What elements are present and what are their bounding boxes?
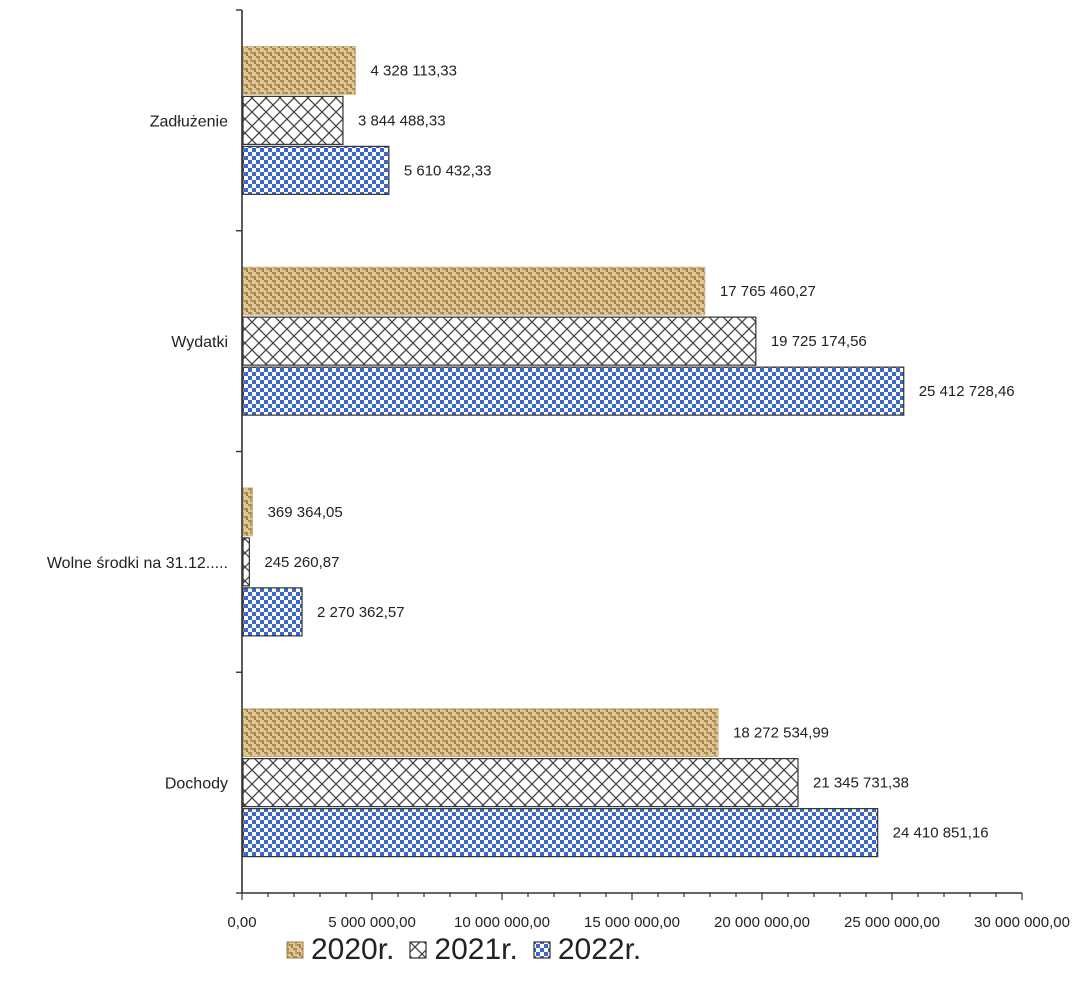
category-label-1: Wolne środki na 31.12.....	[47, 555, 228, 572]
category-label-0: Dochody	[165, 776, 228, 793]
bar-2021-1	[242, 537, 250, 587]
bar-2020-3	[242, 45, 356, 95]
data-label-2022-3: 5 610 432,33	[404, 162, 492, 179]
bar-2020-1	[242, 487, 254, 537]
chart-legend: 2020r. 2021r. 2022r.	[285, 928, 641, 972]
legend-item-2020: 2020r.	[285, 933, 394, 967]
data-label-2022-0: 24 410 851,16	[893, 825, 989, 842]
x-tick-label-3: 15 000 000,00	[584, 914, 680, 931]
legend-swatch-2022	[532, 940, 552, 960]
legend-label-2022: 2022r.	[557, 933, 642, 966]
data-label-2021-1: 245 260,87	[264, 554, 339, 571]
data-label-2020-2: 17 765 460,27	[720, 283, 816, 300]
x-tick-label-2: 10 000 000,00	[454, 914, 550, 931]
legend-swatch-2020	[285, 940, 305, 960]
data-label-2021-2: 19 725 174,56	[771, 333, 867, 350]
bar-2022-0	[242, 808, 879, 858]
category-label-3: Zadłużenie	[150, 113, 228, 130]
data-label-2021-3: 3 844 488,33	[358, 112, 446, 129]
x-tick-label-0: 0,00	[227, 914, 256, 931]
legend-item-2022: 2022r.	[532, 933, 641, 967]
data-label-2020-3: 4 328 113,33	[371, 62, 457, 79]
x-tick-label-1: 5 000 000,00	[328, 914, 416, 931]
bar-2020-2	[242, 266, 706, 316]
legend-item-2021: 2021r.	[408, 933, 518, 967]
bar-2021-3	[242, 95, 344, 145]
legend-label-2020: 2020r.	[311, 933, 395, 966]
legend-swatch-2021	[408, 940, 428, 960]
x-tick-label-6: 30 000 000,00	[974, 914, 1070, 931]
bar-2022-1	[242, 587, 303, 637]
bar-2022-3	[242, 145, 390, 195]
bar-2020-0	[242, 708, 719, 758]
data-label-2022-1: 2 270 362,57	[317, 604, 405, 621]
x-tick-label-5: 25 000 000,00	[844, 914, 940, 931]
data-label-2021-0: 21 345 731,38	[813, 775, 909, 792]
bar-2021-2	[242, 316, 757, 366]
category-label-2: Wydatki	[171, 334, 228, 351]
legend-label-2021: 2021r.	[434, 933, 518, 966]
x-tick-label-4: 20 000 000,00	[714, 914, 810, 931]
data-label-2020-1: 369 364,05	[268, 504, 343, 521]
data-label-2020-0: 18 272 534,99	[733, 725, 829, 742]
bar-2021-0	[242, 758, 799, 808]
data-label-2022-2: 25 412 728,46	[919, 383, 1015, 400]
bar-2022-2	[242, 366, 905, 416]
